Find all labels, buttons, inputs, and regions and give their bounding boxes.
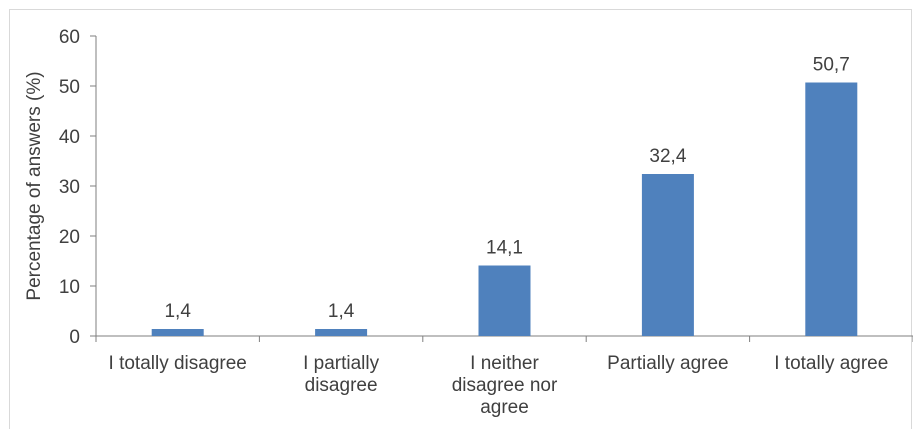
data-label: 32,4	[649, 146, 686, 167]
bar	[151, 329, 204, 336]
category-label-line: disagree nor	[452, 375, 558, 396]
category-label: Partially agree	[607, 353, 728, 374]
bar	[478, 265, 531, 336]
y-tick-label: 30	[59, 177, 80, 198]
data-labels: 1,4 1,4 14,1 32,4 50,7	[164, 55, 849, 323]
y-tick-label: 20	[59, 227, 80, 248]
data-label: 1,4	[328, 301, 355, 322]
category-label-line: disagree	[305, 375, 378, 396]
data-label: 50,7	[813, 55, 850, 76]
category-label-line: Partially agree	[607, 353, 728, 374]
category-label-line: I totally agree	[774, 353, 888, 374]
bar	[641, 174, 694, 336]
x-axis	[95, 335, 913, 342]
category-label: I partially disagree	[303, 353, 380, 396]
data-label: 1,4	[164, 301, 191, 322]
category-label-line: I neither	[470, 353, 539, 374]
bar	[315, 329, 368, 336]
chart-frame	[9, 9, 912, 429]
y-axis-title: Percentage of answers (%)	[24, 71, 45, 300]
bar	[805, 82, 858, 336]
y-tick-label: 10	[59, 277, 80, 298]
y-tick-label: 50	[59, 77, 80, 98]
category-label: I neither disagree nor agree	[452, 353, 558, 418]
bars	[151, 82, 858, 336]
category-label-line: I totally disagree	[109, 353, 247, 374]
y-tick-label: 60	[59, 27, 80, 48]
data-label: 14,1	[486, 238, 523, 259]
category-label-line: I partially	[303, 353, 380, 374]
category-label: I totally agree	[774, 353, 888, 374]
y-tick-label: 40	[59, 127, 80, 148]
category-label: I totally disagree	[109, 353, 247, 374]
category-labels: I totally disagree I partially disagree I n…	[109, 353, 889, 418]
y-tick-label: 0	[69, 327, 80, 348]
y-axis: 0 10 20 30 40 50 60	[59, 27, 97, 348]
category-label-line: agree	[480, 397, 529, 418]
